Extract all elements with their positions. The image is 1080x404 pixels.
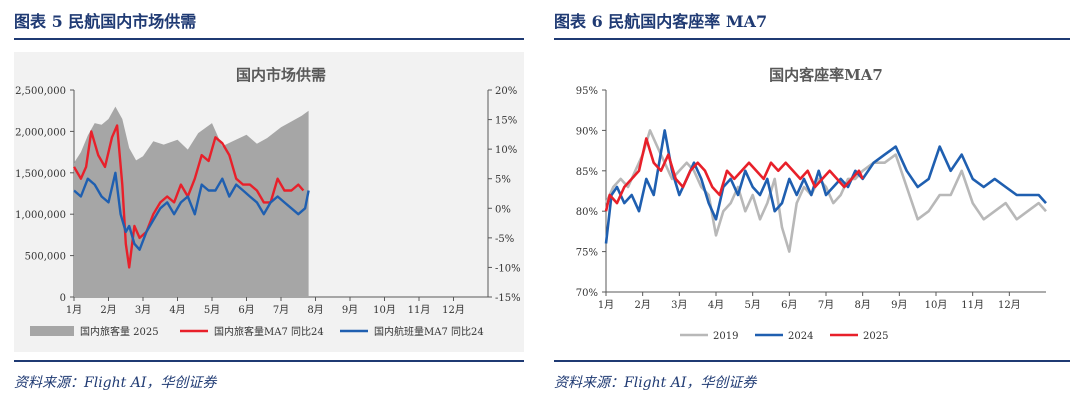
y-tick-label-right: -5% [495, 234, 514, 245]
x-tick-label: 7月 [818, 299, 834, 311]
supply-demand-chart: 国内市场供需 0 500,000 1,000,000 1,500,000 2,000,00… [14, 52, 524, 352]
heading-rule [554, 38, 1070, 40]
x-tick-label: 4月 [169, 304, 185, 316]
y-tick-label: 75% [576, 248, 598, 259]
x-tick-label: 12月 [442, 304, 465, 316]
series-line-passenger-yoy [72, 124, 305, 269]
load-factor-chart: 国内客座率MA7 70% 75% 80% 85% 90% 95% 1月 2月 3月 4月 5月 6月 7月… [576, 66, 1047, 342]
y-tick-label-left: 1,500,000 [15, 169, 66, 180]
y-tick-label-right: 20% [495, 86, 517, 97]
y-tick-label-left: 1,000,000 [15, 210, 66, 221]
y-tick-label-right: 0% [495, 204, 511, 215]
y-tick-label-left: 0 [60, 293, 66, 304]
y-tick-label-right: 10% [495, 145, 517, 156]
y-tick-label: 85% [576, 167, 598, 178]
x-tick-label: 10月 [373, 304, 396, 316]
y-tick-label: 90% [576, 126, 598, 137]
series-line-2019 [604, 129, 1047, 253]
x-tick-label: 3月 [135, 304, 151, 316]
y-tick-label-right: 5% [495, 175, 511, 186]
series-line-flight-yoy [73, 171, 310, 251]
x-tick-label: 2月 [100, 304, 116, 316]
legend-label: 国内旅客量 2025 [80, 325, 159, 338]
y-tick-label-right: -15% [495, 293, 521, 304]
x-tick-label: 9月 [891, 299, 907, 311]
series-line-2025 [604, 137, 864, 212]
x-tick-label: 1月 [66, 304, 82, 316]
x-tick-label: 11月 [408, 304, 431, 316]
x-tick-label: 7月 [273, 304, 289, 316]
legend-label: 2025 [863, 331, 888, 342]
legend-label: 2019 [713, 331, 738, 342]
y-tick-label-left: 500,000 [25, 252, 66, 263]
x-tick-label: 10月 [925, 299, 948, 311]
x-tick-label: 6月 [238, 304, 254, 316]
chart-title: 国内市场供需 [236, 66, 326, 84]
x-tick-label: 3月 [671, 299, 687, 311]
legend-label: 2024 [788, 331, 813, 342]
y-tick-label-right: -10% [495, 263, 521, 274]
x-tick-label: 9月 [342, 304, 358, 316]
x-tick-label: 5月 [744, 299, 760, 311]
chart-title: 国内客座率MA7 [769, 66, 883, 84]
heading-rule [14, 38, 524, 40]
x-tick-label: 2月 [634, 299, 650, 311]
panel-load-factor: 图表 6 民航国内客座率 MA7 国内客座率MA7 70% 75% 80% 85% 90%… [540, 0, 1080, 404]
panel-heading: 图表 5 民航国内市场供需 [14, 12, 197, 31]
panel-domestic-supply-demand: 图表 5 民航国内市场供需 国内市场供需 0 500,000 1,000,000 1,5… [14, 12, 524, 391]
x-tick-label: 11月 [961, 299, 984, 311]
series-line-2024 [604, 129, 1047, 244]
legend-swatch [30, 326, 74, 336]
y-tick-label-left: 2,000,000 [15, 127, 66, 138]
y-tick-label: 95% [576, 86, 598, 97]
x-tick-label: 6月 [781, 299, 797, 311]
source-note: 资料来源：Flight AI，华创证券 [554, 375, 757, 391]
x-tick-label: 4月 [708, 299, 724, 311]
source-note: 资料来源：Flight AI，华创证券 [14, 375, 217, 391]
y-tick-label-right: 15% [495, 116, 517, 127]
source-rule [554, 360, 1070, 362]
x-tick-label: 5月 [204, 304, 220, 316]
y-tick-label: 80% [576, 207, 598, 218]
y-tick-label-left: 2,500,000 [15, 86, 66, 97]
x-tick-label: 8月 [854, 299, 870, 311]
y-tick-label: 70% [576, 288, 598, 299]
legend-label: 国内航班量MA7 同比24 [374, 325, 484, 338]
x-tick-label: 12月 [998, 299, 1021, 311]
x-tick-label: 8月 [307, 304, 323, 316]
source-rule [14, 360, 524, 362]
legend-label: 国内旅客量MA7 同比24 [214, 325, 324, 338]
x-tick-label: 1月 [598, 299, 614, 311]
panel-heading: 图表 6 民航国内客座率 MA7 [554, 12, 768, 31]
